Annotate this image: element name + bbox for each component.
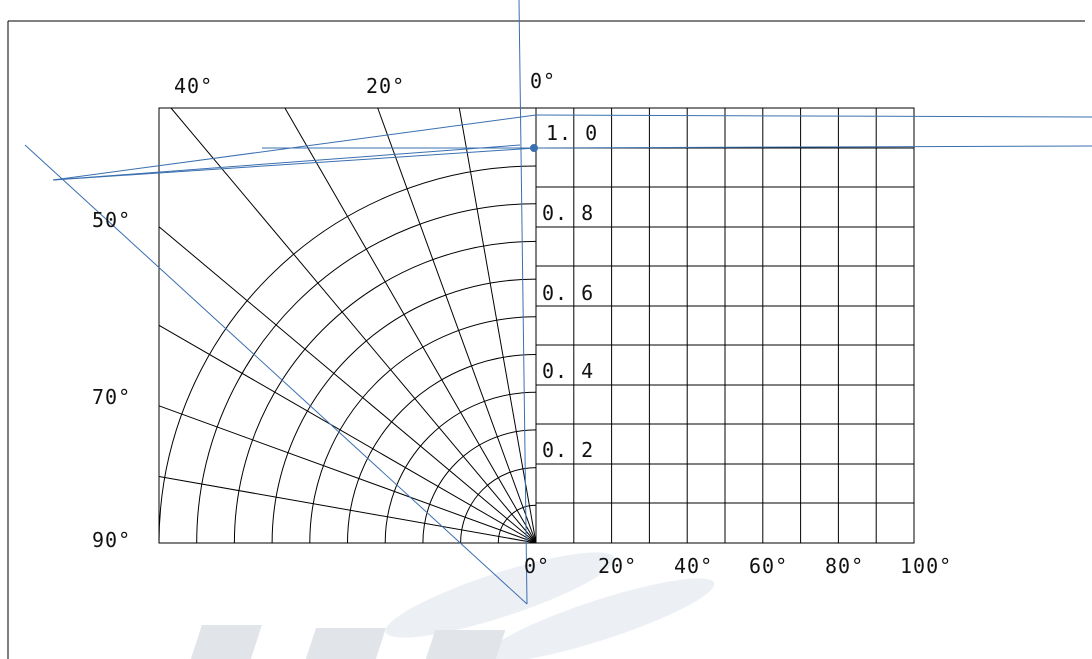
watermark-shape [425,630,506,659]
angle-label-20: 20° [366,74,405,98]
polar-radial-line [158,405,537,544]
radius-label-0-6: 0. 6 [542,281,594,305]
radius-label-0-4: 0. 4 [542,359,594,383]
polar-radial-line [458,107,537,544]
radius-label-1-0: 1. 0 [546,121,598,145]
bottom-label-0: 0° [524,554,550,578]
polar-arc [271,278,537,544]
watermark-shape [485,578,715,659]
radius-label-0-8: 0. 8 [542,201,594,225]
polar-arc [158,165,537,544]
polar-arc [347,354,537,544]
bottom-label-60: 60° [749,554,788,578]
angle-label-40: 40° [174,74,213,98]
angle-label-70: 70° [92,385,131,409]
polar-radial-line [158,226,537,544]
polar-arc [233,240,537,544]
polar-radial-line [377,107,537,544]
overlay-line [52,147,537,181]
radius-label-0-2: 0. 2 [542,438,594,462]
angle-label-0-top: 0° [530,69,556,93]
watermark-shape [305,628,386,659]
watermark [190,552,715,659]
polar-arc [460,467,537,544]
polar-radial-line [158,476,537,544]
angle-label-90: 90° [92,528,131,552]
watermark-shape [385,552,615,638]
polar-arc [309,316,537,544]
angle-label-50: 50° [92,208,131,232]
overlay-lines [24,0,1092,605]
bottom-label-100: 100° [900,554,952,578]
overlay-line [535,145,1092,149]
polar-arc [422,429,537,544]
overlay-line [24,144,528,605]
polar-radial-line [158,324,537,544]
bottom-label-20: 20° [598,554,637,578]
bottom-label-80: 80° [825,554,864,578]
polar-radial-line [284,107,537,544]
watermark-shape [190,625,262,659]
bottom-label-40: 40° [674,554,713,578]
overlay-line [52,144,521,181]
polar-arc [196,203,537,544]
polar-grid [158,107,537,544]
polar-arc [384,391,537,544]
rect-grid [536,108,914,543]
overlay-point [530,144,538,152]
polar-radial-line [170,107,537,544]
overlay-line [535,114,1092,118]
overlay-line [518,0,528,605]
